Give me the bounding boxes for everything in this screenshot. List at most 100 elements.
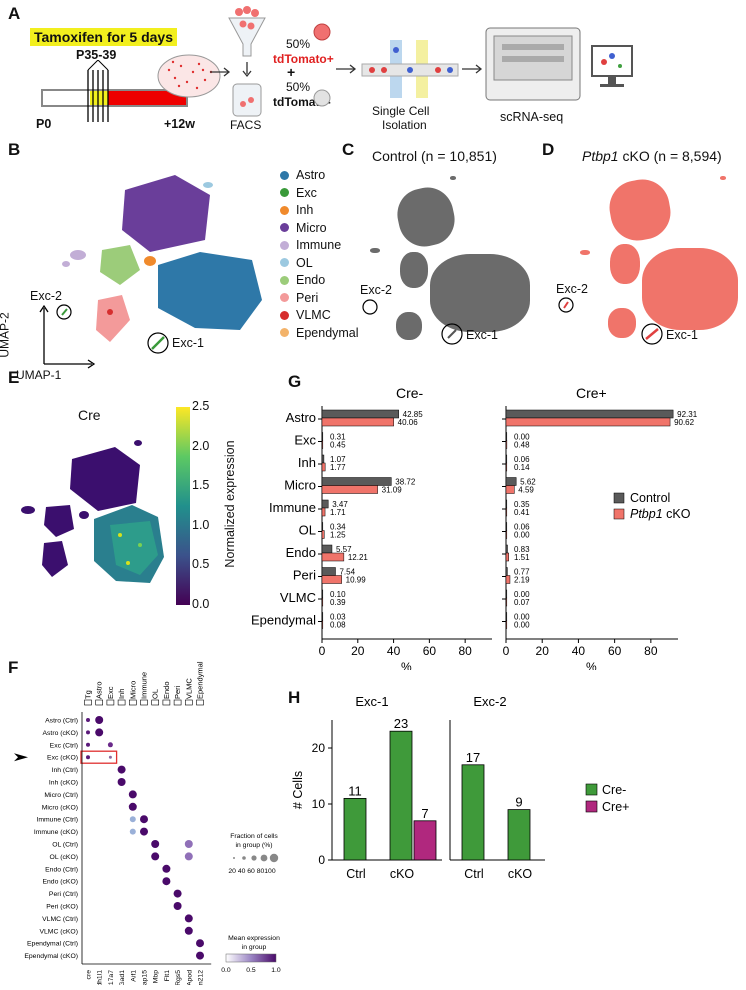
panel-c-exc1: Exc-1 (466, 328, 498, 342)
expr-colorbar (225, 953, 277, 963)
bar (505, 552, 509, 562)
category-label: Immune (269, 500, 316, 515)
exc-cell-count-chart: # Cells Exc-1 0 10 20 Ctrl 11 cKO 23 7 Exc-2 Ctrl 17… (291, 694, 629, 881)
dot (184, 926, 193, 935)
column-bracket (84, 699, 92, 706)
panel-label-a: A (8, 4, 21, 23)
bar-value-label: 1.07 (330, 455, 346, 464)
dot (151, 852, 160, 861)
umap2-label: UMAP-2 (0, 312, 12, 358)
row-label: Ependymal (Ctrl) (27, 941, 78, 948)
legend-swatch (280, 205, 289, 215)
cell-icons (313, 23, 331, 107)
fraction-legend-title: Fraction of cells (230, 833, 278, 840)
panel-c-circles (362, 299, 463, 345)
gene-label: Arhgap15 (142, 970, 149, 985)
bar (505, 440, 508, 449)
size-key-dot (251, 855, 257, 861)
bar (321, 454, 325, 464)
legend-swatch (280, 240, 289, 250)
bar (321, 612, 324, 621)
bar (321, 485, 378, 494)
bar-value-label: 0.45 (330, 441, 346, 450)
panel-b-umap: Exc-2 Exc-1 UMAP-2 UMAP-1 Astro Exc Inh Mic… (0, 160, 359, 382)
dot (86, 755, 90, 760)
legend-label: Peri (296, 290, 319, 305)
row-label: VLMC (cKO) (39, 928, 78, 935)
panel-a: Tamoxifen for 5 days P35-39 P0 +12w (0, 0, 746, 140)
column-label: OL (151, 689, 160, 699)
x-tick-label: 20 (536, 644, 550, 658)
bar-value-label: 0.03 (330, 613, 346, 622)
scrnaseq-label: scRNA-seq (500, 110, 564, 124)
category-label: Inh (298, 455, 316, 470)
bar (321, 507, 326, 517)
column-label: Peri (173, 685, 182, 699)
bar (321, 440, 324, 449)
dot (129, 828, 136, 835)
bar-value-label: 0.41 (514, 508, 530, 517)
colorbar-tick: 2.0 (192, 438, 210, 453)
panel-d-exc1: Exc-1 (666, 328, 698, 342)
gene-label: Flt1 (164, 970, 171, 982)
bar-value-label: 5.57 (336, 545, 352, 554)
panel-d-exc2: Exc-2 (556, 282, 588, 296)
row-label: Immune (Ctrl) (36, 817, 78, 824)
panel-c-umap: Control (n = 10,851) Exc-2 Exc-1 (350, 140, 540, 370)
chart-title: Cre- (396, 385, 424, 401)
bar-value-label: 0.77 (514, 568, 530, 577)
row-label: Astro (Ctrl) (45, 718, 78, 725)
exc1-label: Exc-1 (172, 336, 204, 350)
legend-label-cko: Ptbp1 cKO (630, 507, 691, 521)
bar (321, 544, 333, 554)
dot (107, 742, 113, 748)
cluster-endo (610, 244, 640, 284)
panel-label-e: E (8, 368, 20, 387)
dot (196, 939, 204, 948)
dot (196, 951, 204, 960)
tamoxifen-label: Tamoxifen for 5 days (30, 28, 178, 46)
bar-value-label: 9 (515, 795, 522, 810)
category-label: Micro (284, 478, 316, 493)
bar (505, 589, 508, 599)
dot (86, 730, 90, 735)
bar-value-label: 42.85 (403, 410, 424, 419)
bar-value-label: 10.99 (346, 576, 367, 585)
bar-value-label: 23 (394, 716, 408, 731)
panel-label-b: B (8, 140, 21, 159)
single-cell-isolation-icon (361, 40, 459, 98)
sequencer-icon (485, 27, 633, 101)
cluster-endo (400, 252, 428, 288)
bar-value-label: 0.00 (514, 621, 530, 630)
row-label: Immune (cKO) (34, 829, 78, 836)
row-label: OL (cKO) (50, 854, 78, 861)
bar-value-label: 0.08 (330, 621, 346, 630)
column-label: Micro (128, 681, 137, 699)
facs-label: FACS (230, 118, 262, 132)
x-tick-label: 0 (319, 644, 326, 658)
dot (151, 840, 160, 848)
chart-title: Exc-2 (473, 694, 506, 709)
colorbar-ticks: 2.5 2.0 1.5 1.0 0.5 0.0 (192, 399, 222, 611)
category-label: Exc (294, 433, 316, 448)
cluster-immune (370, 248, 380, 253)
size-key-dot (242, 856, 246, 860)
legend-swatch-cko (613, 508, 625, 520)
panel-label-f: F (8, 658, 19, 677)
legend-item: Immune (280, 238, 341, 252)
row-label: VLMC (Ctrl) (42, 916, 78, 923)
x-axis-label: % (401, 660, 412, 670)
cluster-ol (720, 176, 726, 180)
dot (184, 852, 193, 861)
dot (86, 742, 90, 747)
cluster-peri (396, 312, 422, 340)
column-bracket (117, 699, 126, 706)
dot (162, 877, 171, 886)
gene-label: Aldh1l1 (97, 970, 104, 985)
colorbar-tick: 1.5 (192, 478, 210, 493)
legend-item: Endo (280, 273, 325, 287)
legend-item: Exc (280, 186, 317, 200)
column-label: Astro (95, 681, 104, 699)
bar (505, 477, 517, 486)
panel-d-title-rest: cKO (n = 8,594) (618, 148, 722, 164)
